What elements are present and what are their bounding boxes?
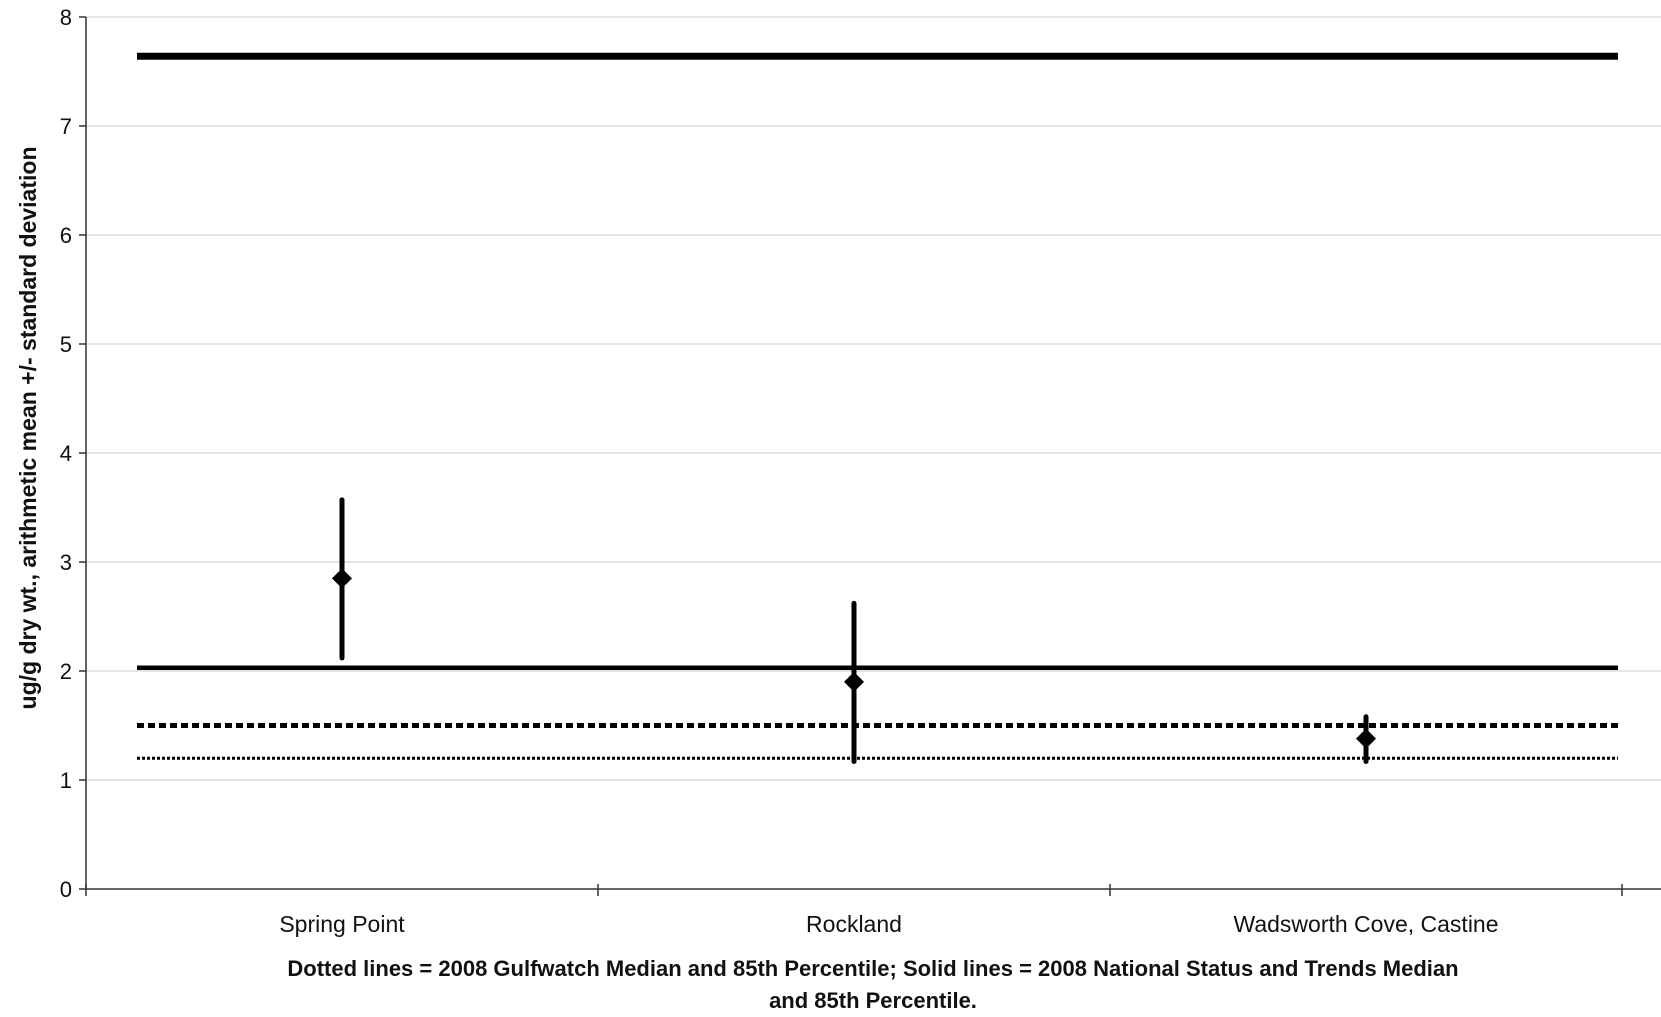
- y-tick-label-2: 2: [60, 659, 72, 684]
- y-tick-label-1: 1: [60, 768, 72, 793]
- y-tick-label-3: 3: [60, 550, 72, 575]
- x-category-label-2: Wadsworth Cove, Castine: [1233, 911, 1498, 937]
- mean-marker-0: [332, 568, 352, 589]
- y-axis-label: ug/g dry wt., arithmetic mean +/- standa…: [15, 147, 41, 710]
- y-tick-label-4: 4: [60, 441, 72, 466]
- y-tick-label-0: 0: [60, 877, 72, 902]
- caption-line-1: Dotted lines = 2008 Gulfwatch Median and…: [287, 956, 1458, 981]
- y-tick-label-8: 8: [60, 5, 72, 30]
- x-category-label-1: Rockland: [806, 911, 902, 937]
- x-axis-categories: Spring Point Rockland Wadsworth Cove, Cast…: [85, 884, 1623, 937]
- mean-marker-1: [844, 671, 864, 692]
- y-tick-label-5: 5: [60, 332, 72, 357]
- caption-line-2: and 85th Percentile.: [769, 988, 977, 1013]
- y-tick-label-7: 7: [60, 114, 72, 139]
- y-tick-label-6: 6: [60, 223, 72, 248]
- mean-marker-2: [1356, 728, 1376, 749]
- data-points: [332, 497, 1376, 764]
- reference-lines: [137, 52, 1618, 760]
- x-category-label-0: Spring Point: [279, 911, 405, 937]
- y-axis-ticks: 0 1 2 3 4 5 6 7 8: [60, 5, 86, 902]
- gridlines: [86, 16, 1661, 781]
